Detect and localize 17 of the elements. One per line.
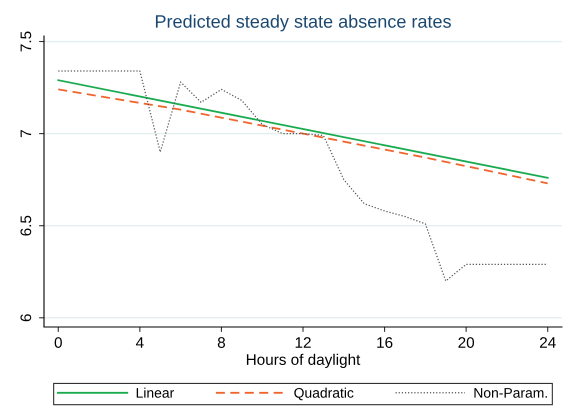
legend-label: Quadratic: [294, 388, 354, 400]
y-tick-label: 7: [20, 130, 32, 138]
x-tick-label: 24: [540, 337, 556, 348]
y-tick-label: 6.5: [20, 216, 32, 236]
y-tick-label: 6: [20, 314, 32, 322]
x-tick-label: 8: [218, 337, 226, 348]
x-tick-label: 12: [296, 337, 311, 348]
x-tick-label: 0: [54, 337, 62, 348]
x-tick-label: 20: [458, 337, 474, 348]
line-series: [58, 70, 548, 282]
x-tick-label: 16: [377, 337, 392, 348]
x-axis-title: Hours of daylight: [246, 354, 360, 368]
y-tick-label: 7.5: [20, 32, 32, 52]
chart-title: Predicted steady state absence rates: [156, 14, 451, 32]
legend-label: Non-Param.: [474, 388, 547, 398]
x-tick-label: 4: [136, 337, 144, 348]
legend-label: Linear: [136, 388, 174, 398]
